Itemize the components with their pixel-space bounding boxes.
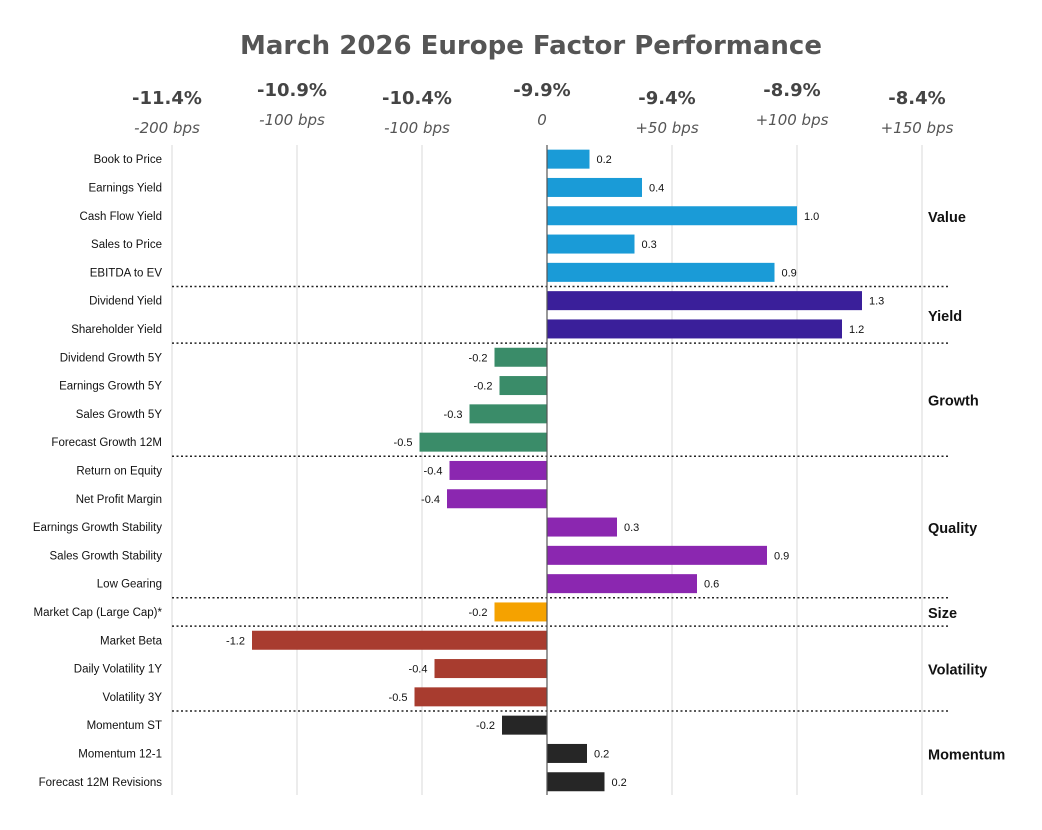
header-pct-label: -9.9% [513, 80, 570, 101]
category-label: Return on Equity [76, 465, 162, 477]
group-label: Quality [928, 521, 977, 537]
category-label: Market Beta [100, 635, 163, 647]
bar [419, 432, 547, 452]
bar [502, 715, 547, 735]
header-bps-label: 0 [537, 111, 547, 129]
value-label: 0.9 [782, 267, 797, 279]
category-label: Sales Growth Stability [50, 550, 163, 562]
header-bps-label: -100 bps [259, 111, 325, 129]
category-label: Momentum 12-1 [78, 748, 162, 760]
gridlines [171, 145, 923, 795]
group-label: Yield [928, 309, 962, 325]
value-label: 0.4 [649, 182, 664, 194]
value-label: 0.3 [624, 522, 639, 534]
group-label: Momentum [928, 747, 1005, 763]
category-label: Earnings Growth Stability [33, 522, 162, 534]
category-label: Cash Flow Yield [80, 211, 162, 223]
bar [547, 291, 862, 311]
group-label: Growth [928, 394, 979, 410]
bar [547, 517, 617, 537]
category-label: Dividend Growth 5Y [60, 352, 163, 364]
header-pct-label: -8.4% [888, 88, 945, 109]
bar [494, 602, 547, 622]
value-label: -0.2 [476, 720, 495, 732]
category-label: Forecast Growth 12M [51, 437, 162, 449]
value-labels: 0.2 0.4 1.0 0.3 0.9 1.3 1.2 -0.2 -0.2 -0.3 -0.5 -0.… [226, 154, 884, 789]
top-axis-header: -11.4% -200 bps -10.9% -100 bps -10.4% -100 b… [132, 80, 954, 137]
value-label: -0.5 [389, 692, 408, 704]
group-label: Size [928, 606, 957, 622]
header-bps-label: -100 bps [384, 119, 450, 137]
value-label: -0.2 [474, 381, 493, 393]
bar [547, 743, 587, 763]
value-label: 0.6 [704, 579, 719, 591]
bar [547, 772, 605, 792]
bar [414, 687, 547, 707]
category-labels: Book to Price Earnings Yield Cash Flow Yie… [33, 154, 163, 789]
value-label: 0.2 [612, 777, 627, 789]
group-labels: Value Yield Growth Quality Size Volatility Mom… [928, 210, 1005, 764]
bar [469, 404, 547, 424]
header-bps-label: -200 bps [134, 119, 200, 137]
bar [449, 460, 547, 480]
value-label: -0.4 [409, 664, 428, 676]
value-label: -0.2 [469, 352, 488, 364]
bar [447, 489, 547, 509]
value-label: 0.3 [642, 239, 657, 251]
category-label: Sales to Price [91, 239, 162, 251]
bar [547, 177, 642, 197]
value-label: 1.2 [849, 324, 864, 336]
header-pct-label: -10.4% [382, 88, 452, 109]
bars [252, 149, 862, 792]
bar [547, 319, 842, 339]
value-label: 0.2 [594, 748, 609, 760]
header-pct-label: -8.9% [763, 80, 820, 101]
value-label: 0.9 [774, 550, 789, 562]
header-pct-label: -10.9% [257, 80, 327, 101]
value-label: -0.3 [444, 409, 463, 421]
header-bps-label: +150 bps [881, 119, 954, 137]
bar [547, 149, 590, 169]
value-label: -0.4 [421, 494, 440, 506]
category-label: Market Cap (Large Cap)* [34, 607, 163, 619]
group-label: Value [928, 210, 966, 226]
category-label: Book to Price [94, 154, 162, 166]
category-label: Volatility 3Y [103, 692, 163, 704]
bar [252, 630, 547, 650]
value-label: 1.0 [804, 211, 819, 223]
bar [547, 262, 775, 282]
category-label: Forecast 12M Revisions [39, 777, 163, 789]
category-label: Net Profit Margin [76, 494, 162, 506]
chart-title: March 2026 Europe Factor Performance [240, 31, 822, 61]
value-label: 0.2 [597, 154, 612, 166]
value-label: -1.2 [226, 635, 245, 647]
group-separators [172, 285, 948, 712]
category-label: Sales Growth 5Y [76, 409, 163, 421]
category-label: EBITDA to EV [90, 267, 163, 279]
value-label: 1.3 [869, 296, 884, 308]
category-label: Shareholder Yield [71, 324, 162, 336]
category-label: Earnings Yield [88, 182, 162, 194]
category-label: Low Gearing [97, 579, 162, 591]
value-label: -0.4 [424, 465, 443, 477]
value-label: -0.5 [394, 437, 413, 449]
bar [499, 376, 547, 396]
header-bps-label: +50 bps [635, 119, 698, 137]
category-label: Earnings Growth 5Y [59, 381, 162, 393]
value-label: -0.2 [469, 607, 488, 619]
bar [494, 347, 547, 367]
bar [547, 234, 635, 254]
category-label: Daily Volatility 1Y [74, 664, 163, 676]
header-pct-label: -9.4% [638, 88, 695, 109]
bar [434, 659, 547, 679]
bar [547, 206, 797, 226]
bar [547, 545, 767, 565]
category-label: Dividend Yield [89, 296, 162, 308]
category-label: Momentum ST [87, 720, 162, 732]
bar [547, 574, 697, 594]
group-label: Volatility [928, 663, 987, 679]
header-bps-label: +100 bps [756, 111, 829, 129]
header-pct-label: -11.4% [132, 88, 202, 109]
